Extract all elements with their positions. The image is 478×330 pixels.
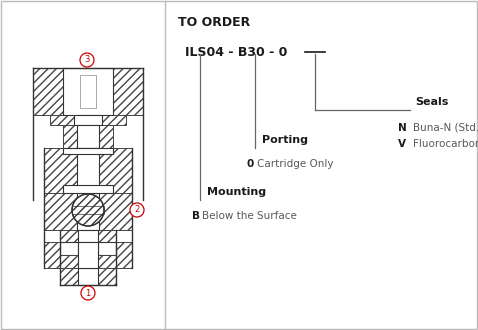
Bar <box>72 206 104 214</box>
Text: V: V <box>398 139 406 149</box>
Bar <box>63 185 113 193</box>
Bar <box>60 268 116 285</box>
Bar <box>60 230 78 242</box>
Text: 2: 2 <box>134 206 140 214</box>
Circle shape <box>80 53 94 67</box>
Bar <box>44 193 77 230</box>
Circle shape <box>72 194 104 226</box>
Bar <box>50 115 126 125</box>
Bar <box>99 125 113 148</box>
Bar <box>74 115 102 125</box>
Circle shape <box>81 286 95 300</box>
Bar <box>78 242 98 268</box>
Bar <box>80 75 96 108</box>
Text: 1: 1 <box>86 288 91 298</box>
Bar <box>44 148 77 195</box>
Text: Seals: Seals <box>415 97 448 107</box>
Bar <box>77 148 99 195</box>
Bar <box>44 242 78 268</box>
Bar <box>99 193 132 230</box>
Text: 0: 0 <box>247 159 254 169</box>
Bar <box>60 255 78 268</box>
Text: Cartridge Only: Cartridge Only <box>257 159 334 169</box>
Text: N: N <box>398 123 407 133</box>
Bar <box>98 230 116 242</box>
Bar <box>63 148 113 154</box>
Circle shape <box>130 203 144 217</box>
Bar <box>33 68 143 115</box>
Bar <box>63 68 113 115</box>
Text: Buna-N (Std.): Buna-N (Std.) <box>413 123 478 133</box>
Bar <box>98 242 132 268</box>
Bar <box>60 242 78 255</box>
Bar <box>77 193 99 230</box>
Bar <box>78 268 98 285</box>
Bar <box>98 255 116 268</box>
Text: Porting: Porting <box>262 135 308 145</box>
Bar <box>77 125 99 148</box>
Text: Mounting: Mounting <box>207 187 266 197</box>
Bar <box>98 242 116 255</box>
Text: TO ORDER: TO ORDER <box>178 16 250 28</box>
Text: 3: 3 <box>84 55 90 64</box>
Bar <box>78 230 98 242</box>
Text: Below the Surface: Below the Surface <box>202 211 297 221</box>
Text: B: B <box>192 211 200 221</box>
Text: Fluorocarbon: Fluorocarbon <box>413 139 478 149</box>
Text: ILS04 - B30 - 0: ILS04 - B30 - 0 <box>185 46 287 58</box>
Bar <box>63 125 77 148</box>
Bar <box>99 148 132 195</box>
